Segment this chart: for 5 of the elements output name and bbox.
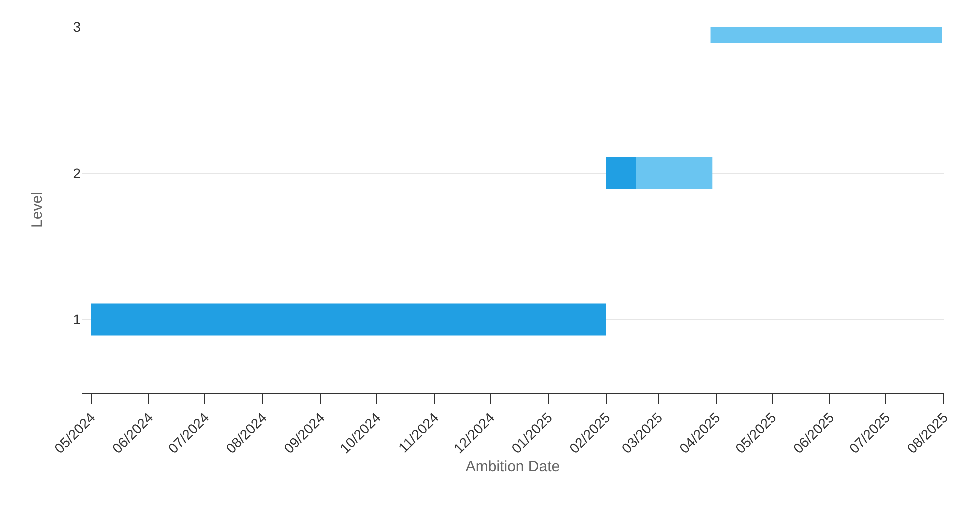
y-axis-title: Level — [29, 192, 46, 228]
y-tick-label: 1 — [73, 312, 82, 328]
y-tick-label: 3 — [73, 18, 82, 35]
y-tick-label: 2 — [73, 165, 82, 182]
x-axis-title: Ambition Date — [466, 458, 560, 476]
